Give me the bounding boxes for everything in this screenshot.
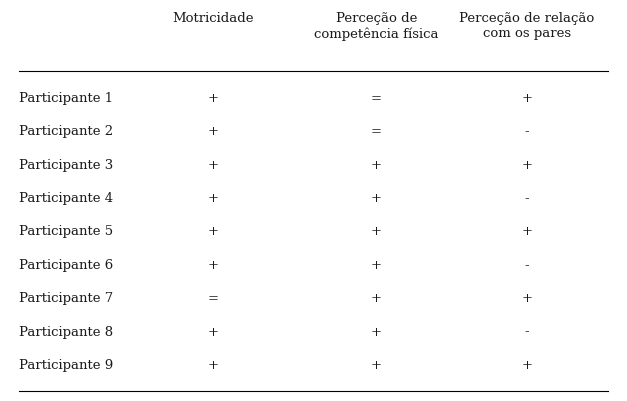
- Text: =: =: [371, 92, 382, 105]
- Text: +: +: [371, 225, 382, 238]
- Text: +: +: [208, 325, 219, 338]
- Text: -: -: [524, 258, 529, 271]
- Text: Participante 9: Participante 9: [19, 358, 113, 371]
- Text: Participante 6: Participante 6: [19, 258, 113, 271]
- Text: +: +: [208, 92, 219, 105]
- Text: +: +: [371, 325, 382, 338]
- Text: +: +: [521, 358, 532, 371]
- Text: Participante 1: Participante 1: [19, 92, 113, 105]
- Text: +: +: [371, 258, 382, 271]
- Text: Participante 5: Participante 5: [19, 225, 113, 238]
- Text: +: +: [208, 225, 219, 238]
- Text: +: +: [371, 158, 382, 171]
- Text: +: +: [521, 225, 532, 238]
- Text: +: +: [208, 158, 219, 171]
- Text: +: +: [208, 125, 219, 138]
- Text: +: +: [208, 258, 219, 271]
- Text: =: =: [208, 292, 219, 304]
- Text: Participante 3: Participante 3: [19, 158, 113, 171]
- Text: Participante 4: Participante 4: [19, 192, 113, 205]
- Text: Motricidade: Motricidade: [172, 12, 254, 25]
- Text: +: +: [208, 358, 219, 371]
- Text: +: +: [521, 292, 532, 304]
- Text: -: -: [524, 125, 529, 138]
- Text: +: +: [521, 158, 532, 171]
- Text: Participante 7: Participante 7: [19, 292, 113, 304]
- Text: -: -: [524, 325, 529, 338]
- Text: -: -: [524, 192, 529, 205]
- Text: Perceção de relação
com os pares: Perceção de relação com os pares: [459, 12, 594, 40]
- Text: =: =: [371, 125, 382, 138]
- Text: +: +: [521, 92, 532, 105]
- Text: Participante 2: Participante 2: [19, 125, 113, 138]
- Text: Perceção de
competência física: Perceção de competência física: [314, 12, 438, 41]
- Text: Participante 8: Participante 8: [19, 325, 113, 338]
- Text: +: +: [371, 358, 382, 371]
- Text: +: +: [208, 192, 219, 205]
- Text: +: +: [371, 192, 382, 205]
- Text: +: +: [371, 292, 382, 304]
